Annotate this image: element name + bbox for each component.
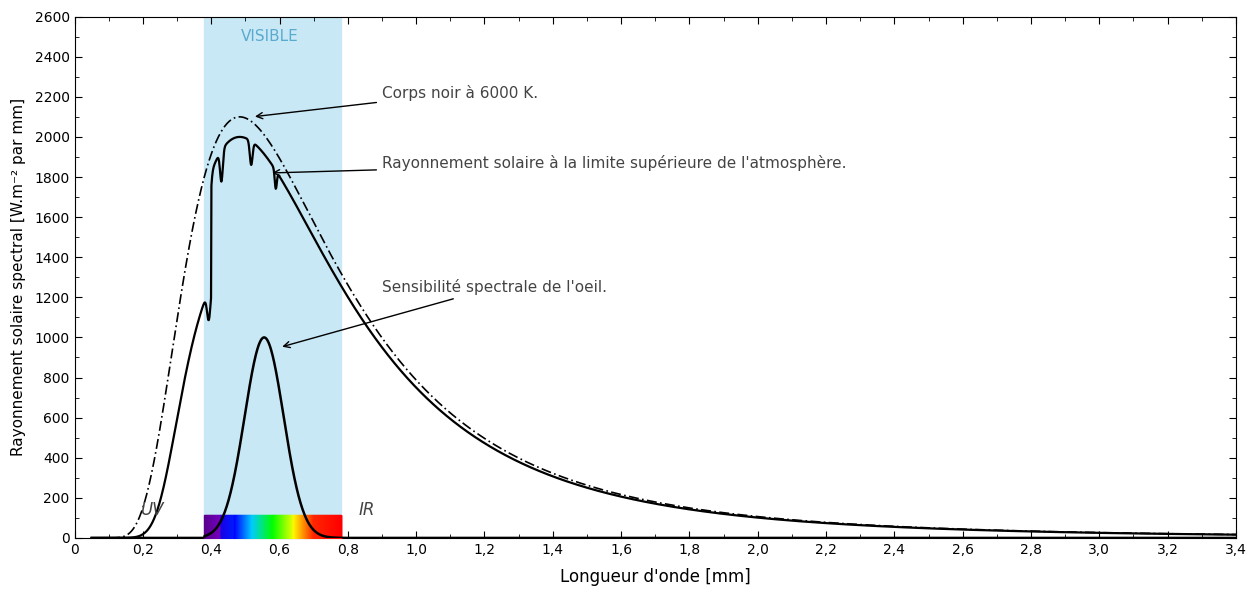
Text: Corps noir à 6000 K.: Corps noir à 6000 K. — [257, 85, 538, 119]
Text: Sensibilité spectrale de l'oeil.: Sensibilité spectrale de l'oeil. — [283, 279, 606, 347]
Text: VISIBLE: VISIBLE — [240, 29, 298, 44]
X-axis label: Longueur d'onde [mm]: Longueur d'onde [mm] — [560, 568, 751, 586]
Text: UV: UV — [140, 501, 164, 519]
Y-axis label: Rayonnement solaire spectral [W.m⁻² par mm]: Rayonnement solaire spectral [W.m⁻² par … — [11, 98, 26, 456]
Text: Rayonnement solaire à la limite supérieure de l'atmosphère.: Rayonnement solaire à la limite supérieu… — [273, 155, 847, 176]
Bar — [204, 17, 341, 538]
Text: IR: IR — [359, 501, 375, 519]
